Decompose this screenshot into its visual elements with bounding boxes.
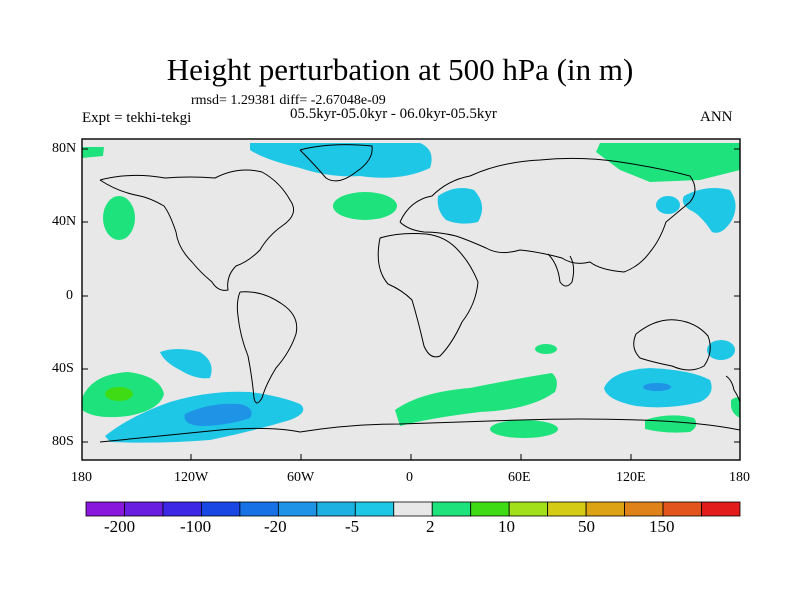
colorbar: [85, 501, 741, 517]
colorbar-swatch: [239, 501, 279, 517]
colorbar-swatch: [277, 501, 318, 517]
colorbar-swatch: [393, 501, 433, 517]
colorbar-swatch: [547, 501, 587, 517]
experiment-label: Expt = tekhi-tekgi: [82, 110, 192, 126]
lon-label-120w: 120W: [174, 470, 209, 485]
lon-label-60w: 60W: [287, 470, 315, 485]
colorbar-swatch: [701, 501, 741, 517]
lat-label-40s: 40S: [52, 361, 74, 376]
colorbar-swatch: [316, 501, 356, 517]
lon-label-180e: 180: [729, 470, 750, 485]
colorbar-swatch: [470, 501, 510, 517]
lat-label-80n: 80N: [52, 141, 77, 156]
colorbar-label: -100: [180, 517, 212, 536]
positive-anomaly: [82, 143, 740, 438]
period-label: 05.5kyr-05.0kyr - 06.0kyr-05.5kyr: [290, 106, 497, 122]
positive-anomaly-core: [105, 387, 133, 401]
colorbar-label: 2: [426, 517, 435, 536]
map-title: Height perturbation at 500 hPa (in m): [166, 52, 634, 87]
colorbar-swatch: [624, 501, 664, 517]
colorbar-swatch: [85, 501, 125, 517]
colorbar-swatch: [124, 501, 164, 517]
lat-label-40n: 40N: [52, 214, 77, 229]
colorbar-swatch: [201, 501, 241, 517]
colorbar-label: 10: [498, 517, 515, 536]
lon-label-60e: 60E: [508, 470, 531, 485]
coastlines: [99, 144, 741, 443]
colorbar-swatch: [162, 501, 202, 517]
colorbar-label: -5: [345, 517, 360, 536]
lat-label-0: 0: [66, 288, 73, 303]
colorbar-swatch: [354, 501, 395, 517]
colorbar-swatch: [431, 501, 472, 517]
axis-ticks: [82, 148, 740, 460]
colorbar-label: -200: [104, 517, 136, 536]
colorbar-label: 150: [649, 517, 675, 536]
colorbar-label: 50: [578, 517, 595, 536]
stats-text: rmsd= 1.29381 diff= -2.67048e-09: [191, 93, 386, 108]
colorbar-label: -20: [264, 517, 287, 536]
lon-label-180w: 180: [71, 470, 92, 485]
lat-label-80s: 80S: [52, 434, 74, 449]
colorbar-swatch: [585, 501, 625, 517]
lon-label-0: 0: [406, 470, 413, 485]
colorbar-swatch: [508, 501, 549, 517]
anomaly-fields: [82, 143, 740, 443]
negative-anomaly-strong: [184, 383, 671, 426]
colorbar-swatch: [662, 501, 702, 517]
season-label: ANN: [700, 109, 733, 125]
lon-label-120e: 120E: [616, 470, 646, 485]
